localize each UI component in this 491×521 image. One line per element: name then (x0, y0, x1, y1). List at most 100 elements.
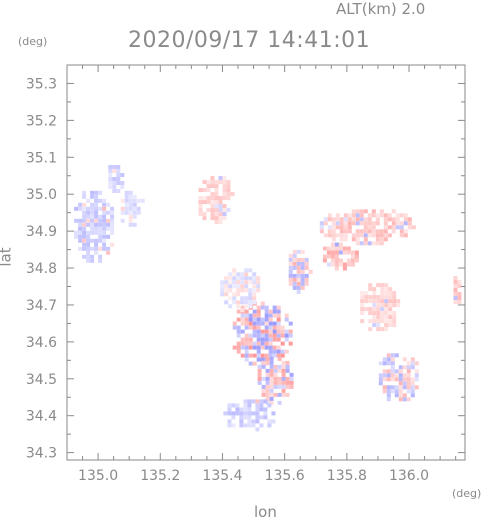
echo-cell (376, 315, 381, 320)
echo-cell (339, 217, 344, 222)
echo-cell (371, 225, 376, 230)
echo-cell (372, 319, 377, 324)
echo-cell (268, 341, 273, 346)
echo-cell (232, 284, 237, 289)
echo-cell (304, 261, 309, 266)
echo-cell (383, 237, 388, 242)
echo-cell (394, 393, 399, 398)
echo-cell (384, 299, 389, 304)
echo-cell (406, 397, 411, 402)
echo-cell (334, 246, 339, 251)
echo-cell (268, 309, 273, 314)
echo-cell (273, 380, 278, 385)
echo-cell (338, 262, 343, 267)
echo-cell (296, 289, 301, 294)
echo-cell (252, 353, 257, 358)
echo-cell (300, 281, 305, 286)
echo-cell (288, 265, 293, 270)
echo-cell (375, 233, 380, 238)
echo-cell (414, 377, 419, 382)
echo-cell (86, 206, 91, 211)
echo-cell (338, 250, 343, 255)
echo-cell (94, 222, 99, 227)
echo-cell (82, 254, 87, 259)
echo-cell (210, 192, 215, 197)
echo-cell (335, 225, 340, 230)
echo-cell (82, 202, 87, 207)
echo-cell (280, 341, 285, 346)
echo-cell (371, 241, 376, 246)
echo-cell (256, 313, 261, 318)
echo-cell (116, 181, 121, 185)
echo-cell (244, 288, 249, 293)
echo-cell (392, 315, 397, 320)
echo-cell (224, 300, 229, 305)
echo-cell (383, 217, 388, 222)
echo-cell (86, 254, 91, 259)
echo-cell (386, 353, 391, 358)
echo-cell (243, 423, 248, 428)
echo-cell (218, 180, 223, 185)
echo-cell (74, 230, 79, 235)
echo-cell (372, 291, 377, 296)
echo-cell (248, 304, 253, 309)
echo-cell (265, 384, 270, 389)
echo-cell (257, 376, 262, 381)
echo-cell (228, 284, 233, 289)
echo-cell (376, 303, 381, 308)
echo-cell (382, 357, 387, 362)
echo-cell (226, 184, 231, 189)
echo-cell (202, 200, 207, 205)
echo-cell (90, 230, 95, 235)
echo-cell (248, 361, 253, 366)
echo-cell (277, 392, 282, 397)
echo-cell (236, 304, 241, 309)
echo-cell (98, 258, 103, 263)
echo-cell (102, 242, 107, 247)
echo-cell (198, 212, 203, 217)
echo-cell (360, 295, 365, 300)
echo-cell (240, 288, 245, 293)
echo-cell (214, 196, 219, 201)
echo-cell (346, 262, 351, 267)
echo-cell (276, 321, 281, 326)
echo-cell (285, 384, 290, 389)
echo-cell (132, 214, 137, 219)
echo-cell (300, 249, 305, 254)
echo-cell (304, 273, 309, 278)
echo-cell (363, 241, 368, 246)
echo-cell (379, 213, 384, 218)
echo-cell (132, 194, 137, 199)
echo-cell (94, 206, 99, 211)
echo-cell (259, 423, 264, 428)
echo-cell (226, 188, 231, 193)
echo-cell (269, 384, 274, 389)
echo-cell (395, 213, 400, 218)
echo-cell (269, 360, 274, 365)
echo-cell (264, 317, 269, 322)
echo-cell (94, 238, 99, 243)
echo-cell (265, 388, 270, 393)
echo-cell (94, 214, 99, 219)
y-tick-label: 35.0 (26, 187, 57, 203)
echo-cell (382, 389, 387, 394)
echo-cell (256, 341, 261, 346)
echo-cell (110, 210, 115, 215)
echo-cell (327, 233, 332, 238)
echo-cell (90, 254, 95, 259)
echo-cell (457, 296, 462, 300)
echo-cell (392, 299, 397, 304)
echo-cell (319, 221, 324, 226)
y-axis-unit: (deg) (18, 35, 48, 48)
echo-cell (202, 196, 207, 201)
echo-cell (210, 212, 215, 217)
echo-cell (398, 385, 403, 390)
echo-cell (371, 229, 376, 234)
echo-cell (335, 221, 340, 226)
echo-cell (236, 349, 241, 354)
echo-cell (386, 389, 391, 394)
echo-cell (268, 325, 273, 330)
echo-cell (351, 213, 356, 218)
echo-cell (94, 230, 99, 235)
echo-cell (256, 317, 261, 322)
